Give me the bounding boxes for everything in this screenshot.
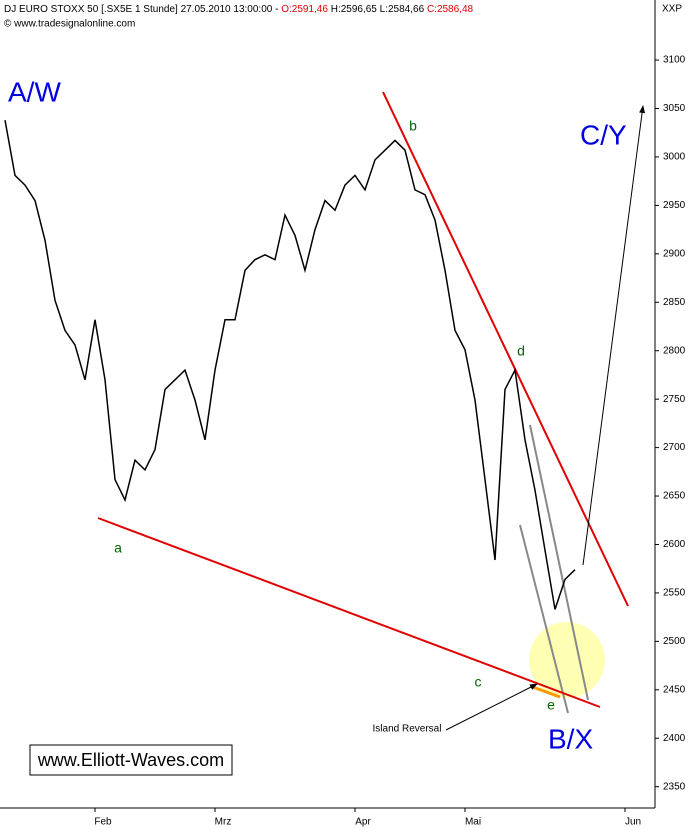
- y-tick-label: 2700: [663, 442, 686, 453]
- y-tick-label: 2450: [663, 684, 686, 695]
- y-tick-label: 2500: [663, 636, 686, 647]
- y-tick-label: 2600: [663, 539, 686, 550]
- annotation: A/W: [8, 76, 61, 107]
- y-tick-label: 3000: [663, 152, 686, 163]
- annotation: b: [409, 118, 417, 134]
- x-tick-label: Feb: [94, 817, 112, 828]
- y-tick-label: 2750: [663, 394, 686, 405]
- y-tick-label: 3100: [663, 55, 686, 66]
- low: L:2584,66: [380, 4, 425, 15]
- source: © www.tradesignalonline.com: [4, 19, 135, 30]
- annotation: C/Y: [580, 119, 627, 150]
- wedge-line: [519, 524, 569, 714]
- trend-line: [382, 91, 629, 607]
- arrow: [582, 105, 646, 566]
- close: C:2586,48: [427, 4, 474, 15]
- x-tick-label: Jun: [625, 817, 641, 828]
- y-tick-label: 2350: [663, 781, 686, 792]
- y-tick-label: 3050: [663, 103, 686, 114]
- series-layer: [4, 120, 576, 610]
- price-line: [4, 120, 576, 610]
- x-tick-label: Mrz: [215, 817, 232, 828]
- annotation: e: [547, 697, 555, 713]
- wedge-line: [529, 424, 589, 701]
- annotation: www.Elliott-Waves.com: [37, 750, 224, 770]
- x-tick-label: Apr: [355, 817, 371, 828]
- y-tick-label: 2650: [663, 491, 686, 502]
- highlight-circle: [529, 622, 605, 698]
- y-tick-label: 2550: [663, 588, 686, 599]
- y-tick-label: 2950: [663, 200, 686, 211]
- x-tick-label: Mai: [465, 817, 481, 828]
- title: DJ EURO STOXX 50 [.SX5E 1 Stunde] 27.05.…: [4, 4, 278, 15]
- trend-line: [97, 517, 601, 708]
- y-tick-label: 2900: [663, 248, 686, 259]
- arrow: [445, 683, 538, 731]
- annotation: Island Reversal: [373, 724, 442, 735]
- open: O:2591,46: [281, 4, 328, 15]
- annotation: c: [475, 674, 482, 690]
- axis-label: XXP: [662, 4, 682, 15]
- annotation: B/X: [548, 723, 593, 754]
- annotation: d: [517, 343, 525, 359]
- y-tick-label: 2800: [663, 345, 686, 356]
- y-tick-label: 2850: [663, 297, 686, 308]
- watermark-box: [29, 744, 233, 776]
- y-tick-label: 2400: [663, 733, 686, 744]
- high: H:2596,65: [331, 4, 378, 15]
- annotation: a: [114, 540, 122, 556]
- header: DJ EURO STOXX 50 [.SX5E 1 Stunde] 27.05.…: [4, 4, 474, 15]
